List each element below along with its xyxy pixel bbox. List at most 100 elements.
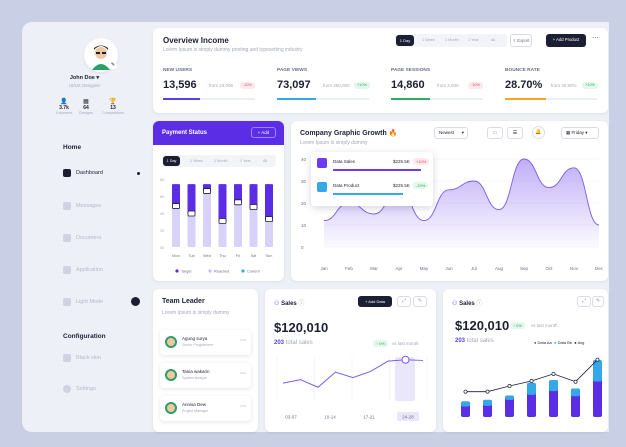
user-icon: 👤	[60, 99, 68, 105]
dark-mode-toggle[interactable]	[131, 297, 140, 306]
range-1-month[interactable]: 1 Month	[445, 38, 459, 42]
sales-bar-chart	[461, 357, 602, 417]
payment-range-1-week[interactable]: 1 Week	[190, 158, 203, 163]
expand-icon[interactable]: ⤢	[397, 296, 411, 307]
payment-range-1-year[interactable]: 1 Year	[240, 158, 251, 163]
growth-subtitle: Lorem Ipsum is simply dummy	[300, 140, 368, 146]
sales-line	[282, 359, 424, 388]
more-icon[interactable]: ⋯	[240, 404, 246, 410]
legend-dot: ●	[554, 340, 557, 345]
range-1-year[interactable]: 1 Year	[468, 38, 479, 42]
reached-bar	[234, 184, 242, 203]
tooltip-change: +10%	[413, 158, 430, 165]
more-icon[interactable]: ⋯	[240, 338, 246, 344]
payment-card: Payment Status + Add 1 Day 1 Week 1 Mont…	[153, 121, 284, 281]
stat-label: Followers	[56, 111, 73, 115]
kpi-track	[505, 98, 597, 100]
payment-range-selector: 1 Day 1 Week 1 Month 1 Year All	[162, 155, 276, 167]
sales-change-label: vs last month	[392, 341, 419, 346]
reached-bar	[265, 184, 273, 220]
export-button[interactable]: ⇪ Export	[510, 34, 532, 47]
x-tick-label: Sat	[251, 254, 258, 258]
data-bb-bar	[549, 380, 558, 392]
kpi-label: BOUNCE RATE	[505, 68, 540, 73]
range-all[interactable]: All	[491, 38, 496, 42]
more-icon[interactable]: ⋯	[240, 371, 246, 377]
nav-item-settings[interactable]: Settings	[63, 385, 96, 393]
nav-item-black-skin[interactable]: Black skin	[63, 354, 101, 362]
edit-avatar-icon[interactable]: ✎	[109, 61, 117, 69]
range-selector: 1 Day 1 Week 1 Month 1 Year All	[395, 34, 507, 47]
data-bb-bar	[483, 399, 492, 406]
payment-range-1-day[interactable]: 1 Day	[163, 156, 180, 166]
reached-marker	[234, 199, 242, 206]
overview-card: Overview Income Lorem Ipsum is simply du…	[153, 28, 608, 113]
sales-title: ⚇ Sales ⓘ	[452, 301, 483, 307]
nav-item-messages[interactable]: Messages	[63, 202, 101, 210]
expand-icon[interactable]: ⤢	[577, 296, 591, 307]
kpi-progress	[277, 98, 316, 100]
kpi-from: from 250,000	[323, 83, 350, 88]
add-product-button[interactable]: + Add Product	[546, 34, 586, 47]
payment-range-1-month[interactable]: 1 Month	[214, 158, 228, 163]
avatar-illustration	[92, 45, 110, 70]
x-tick-label: Jun	[445, 266, 453, 271]
avg-point	[485, 389, 490, 394]
kpi-label: PAGE SESSIONS	[391, 68, 431, 73]
fire-icon: 🔥	[388, 130, 398, 137]
nav-item-light-mode[interactable]: Light Mode	[63, 298, 103, 306]
x-tick-label: Sun	[266, 254, 273, 258]
data-bb-bar	[527, 382, 536, 395]
active-dot	[137, 172, 140, 175]
y-tick-label: 20	[160, 229, 164, 233]
avg-point	[595, 357, 600, 362]
x-tick-label: Nov	[570, 266, 579, 271]
nav-item-document[interactable]: Document	[63, 234, 101, 242]
reached-marker	[218, 218, 227, 224]
payment-range-all[interactable]: All	[263, 158, 268, 163]
day-select[interactable]: ▦ Friday ▾	[561, 127, 599, 139]
reached-marker	[203, 188, 211, 194]
avg-point	[551, 371, 556, 376]
team-member-row[interactable]: Annisa Dew Project Manager ⋯	[160, 396, 251, 421]
kpi-value: 13,596	[163, 79, 197, 91]
legend-label: Target	[181, 270, 192, 274]
edit-icon[interactable]: ✎	[413, 296, 427, 307]
profile-stats: 👤 3.7k Followers ▦ 64 Designs 🏆 13 Compe…	[56, 98, 124, 122]
range-1-day[interactable]: 1 Day	[396, 35, 414, 46]
team-member-row[interactable]: Tania wakarin System Analyst ⋯	[160, 363, 251, 388]
nav-item-application[interactable]: Application	[63, 266, 103, 274]
add-data-button[interactable]: + Add Data	[358, 296, 392, 307]
more-icon[interactable]: ⋯	[592, 35, 599, 42]
avatar[interactable]: ✎	[84, 38, 118, 72]
sales-icon	[317, 158, 327, 168]
member-avatar	[165, 402, 177, 414]
kpi-change: -10%	[468, 82, 483, 89]
grid-view-icon[interactable]: ▭	[487, 127, 503, 139]
sort-select[interactable]: Newest ▾	[434, 127, 468, 139]
sales-card-2: ⚇ Sales ⓘ ⤢ ✎ $120,010 ↑ 0% vs last mont…	[443, 289, 608, 432]
overview-subtitle: Lorem Ipsum is simply dummy printing and…	[163, 47, 303, 53]
highlight-point	[401, 355, 410, 364]
bell-icon[interactable]: 🔔	[532, 126, 545, 139]
reached-marker	[265, 216, 273, 223]
nav-item-dashboard[interactable]: Dashboard	[63, 169, 103, 177]
team-member-row[interactable]: Agung surya Senior Programmer ⋯	[160, 330, 251, 355]
list-view-icon[interactable]: ☰	[507, 127, 523, 139]
sales-legend: ● Data Aa ● Data Bb ● Avg	[534, 340, 585, 345]
stat-label: Competitions	[101, 111, 125, 115]
data-bb-bar	[505, 395, 514, 400]
y-tick-label: 80	[160, 178, 164, 182]
x-tick-label: Mar	[370, 266, 378, 271]
legend-dot	[208, 269, 212, 273]
kpi-value: 73,097	[277, 79, 311, 91]
home-icon	[63, 169, 71, 177]
kpi-value: 14,860	[391, 79, 425, 91]
edit-icon[interactable]: ✎	[592, 296, 604, 307]
info-icon: ⓘ	[298, 301, 305, 307]
tooltip-value: $225.5K	[393, 183, 410, 188]
payment-add-button[interactable]: + Add	[251, 127, 276, 138]
kpi-label: NEW USERS	[163, 68, 193, 73]
range-1-week[interactable]: 1 Week	[422, 38, 435, 42]
legend-dot: ●	[534, 340, 537, 345]
